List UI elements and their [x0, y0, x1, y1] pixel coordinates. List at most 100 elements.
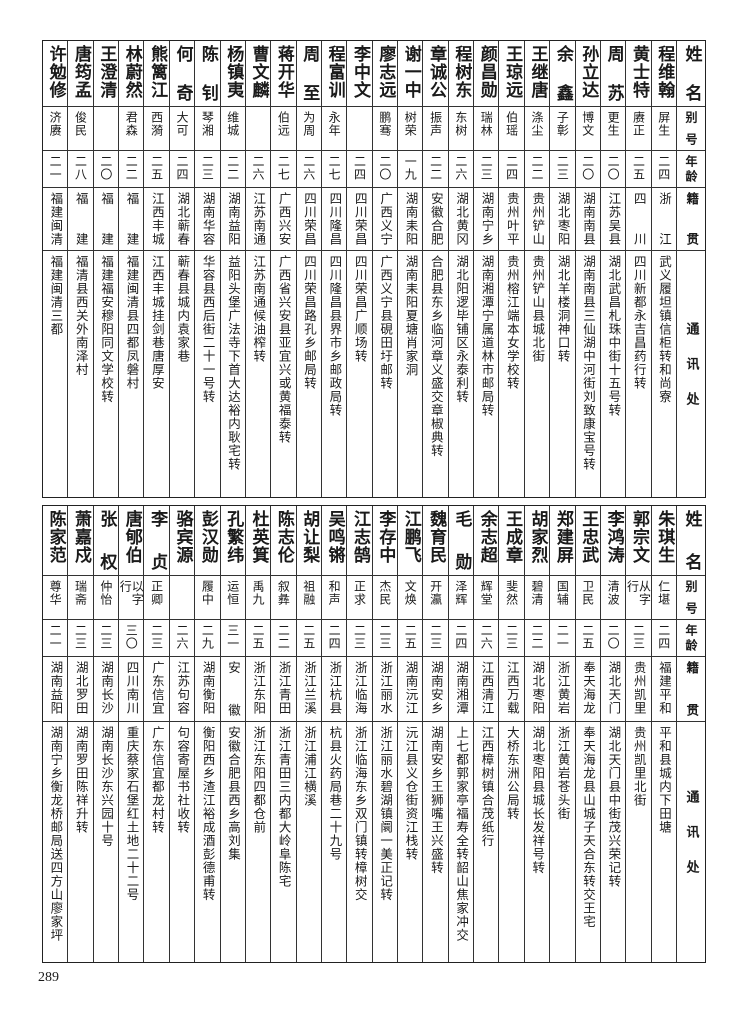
origin-text: 湖北黄冈 — [454, 192, 470, 246]
age-text: 二一 — [555, 624, 570, 650]
alias-text: 叙彝 — [276, 580, 291, 606]
cell-origin: 贵州凯里 — [626, 657, 651, 722]
cell-age: 二五 — [398, 620, 423, 657]
cell-address: 浙江临海东乡双门镇转樟树交 — [347, 722, 371, 962]
cell-address: 益阳头堡广法寺下首大达裕内耿宅转 — [221, 251, 245, 497]
name-text: 陈志伦 — [273, 510, 294, 564]
cell-address: 福建福安穆阳同文学校转 — [94, 251, 118, 497]
cell-address: 武义履坦镇信柜转和尚寮 — [652, 251, 676, 497]
header-label: 姓名 — [681, 45, 702, 102]
cell-origin: 奉天海龙 — [575, 657, 600, 722]
alias-text: 杰民 — [377, 580, 392, 606]
address-text: 江苏南通候油榨转 — [251, 255, 267, 363]
cell-age: 二六 — [245, 151, 271, 188]
age-text: 二三 — [555, 155, 570, 181]
cell-origin: 福建 — [93, 188, 119, 251]
cell-alias: 杰民 — [372, 576, 398, 620]
origin-text: 浙江兰溪 — [302, 661, 318, 715]
header-name: 姓名 — [676, 506, 705, 576]
age-text: 二九 — [200, 624, 215, 650]
name-text: 王琼远 — [502, 45, 523, 99]
header-label: 籍贯 — [684, 192, 700, 246]
cell-origin: 湖南湘潭 — [448, 657, 474, 722]
cell-age: 二四 — [651, 151, 676, 188]
cell-alias: 树荣 — [398, 107, 423, 151]
cell-address: 浙江丽水碧湖镇阛一美正记转 — [373, 722, 397, 962]
cell-address: 四川新都永吉昌药行转 — [626, 251, 650, 497]
cell-age: 三〇 — [119, 620, 144, 657]
cell-origin: 湖南长沙 — [93, 657, 119, 722]
person-record: 何奇 大可 二四 湖北蕲春 蕲春县城内袁家巷 — [168, 41, 195, 497]
address-text: 浙江青田三内都大岭阜陈宅 — [276, 726, 292, 888]
name-text: 余鑫 — [552, 45, 573, 102]
cell-origin: 江西清江 — [474, 657, 499, 722]
cell-address: 江苏南通候油榨转 — [246, 251, 270, 497]
alias-text: 以字行 — [118, 580, 145, 606]
person-record: 周至 为周 二六 四川荣昌 四川荣昌路孔乡邮局转 — [295, 41, 321, 497]
person-record: 李鸿涛 清波 二〇 湖北天门 湖北天门县中街茂兴荣记转 — [599, 506, 626, 962]
person-record: 胡让梨 祖融 二五 浙江兰溪 浙江浦江横溪 — [295, 506, 321, 962]
header-age: 年龄 — [676, 620, 705, 657]
origin-text: 四川荣昌 — [302, 192, 318, 246]
address-text: 重庆蔡家石堡红土地二十二号 — [124, 726, 140, 902]
origin-text: 湖南益阳 — [225, 192, 241, 246]
cell-address: 大桥东洲公局转 — [499, 722, 523, 962]
cell-address: 蕲春县城内袁家巷 — [170, 251, 194, 497]
header-label: 年龄 — [683, 155, 698, 183]
cell-address: 浙江黄岩苍头街 — [550, 722, 574, 962]
cell-alias — [245, 107, 271, 151]
address-text: 福清县西关外南泽村 — [73, 255, 89, 377]
cell-address: 华容县西后街二十一号转 — [195, 251, 219, 497]
cell-address: 浙江东阳四都仓前 — [246, 722, 270, 962]
header-column: 姓名 别号 年龄 籍贯 通讯处 — [675, 506, 705, 962]
cell-name: 孔繁纬 — [220, 506, 245, 576]
cell-origin: 浙江兰溪 — [296, 657, 321, 722]
age-text: 二五 — [301, 624, 316, 650]
name-text: 杜英箕 — [248, 510, 269, 564]
header-label: 别号 — [683, 580, 698, 615]
alias-text: 俊民 — [73, 111, 88, 137]
cell-age: 二五 — [144, 151, 169, 188]
name-text: 王继唐 — [527, 45, 548, 99]
cell-origin: 江西万载 — [499, 657, 524, 722]
cell-origin: 浙江青田 — [271, 657, 296, 722]
address-text: 武义履坦镇信柜转和尚寮 — [657, 255, 673, 404]
cell-age: 二五 — [626, 151, 651, 188]
address-text: 广西义宁县硯田圩邮转 — [378, 255, 394, 390]
cell-age: 二〇 — [575, 151, 600, 188]
age-text: 二四 — [174, 155, 189, 181]
origin-text: 浙江东阳 — [251, 661, 267, 715]
age-text: 二四 — [656, 624, 671, 650]
age-text: 二三 — [200, 155, 215, 181]
cell-age: 二三 — [68, 620, 93, 657]
alias-text: 更生 — [606, 111, 621, 137]
name-text: 廖志远 — [375, 45, 396, 99]
age-text: 二三 — [631, 624, 646, 650]
cell-address: 四川荣昌广顺场转 — [347, 251, 371, 497]
cell-origin: 贵州叶平 — [499, 188, 524, 251]
origin-text: 奉天海龙 — [580, 661, 596, 715]
alias-text: 维城 — [225, 111, 240, 137]
cell-address: 四川隆昌县界市乡邮政局转 — [322, 251, 346, 497]
name-text: 胡让梨 — [299, 510, 320, 564]
cell-name: 王成章 — [499, 506, 524, 576]
age-text: 二四 — [504, 155, 519, 181]
age-text: 二五 — [403, 624, 418, 650]
cell-address: 奉天海龙县山城子天合东转交王宅 — [576, 722, 600, 962]
age-text: 三〇 — [124, 624, 139, 650]
origin-text: 广西兴安 — [276, 192, 292, 246]
cell-name: 李贞 — [144, 506, 169, 576]
age-text: 二三 — [504, 624, 519, 650]
address-text: 湖北天门县中街茂兴荣记转 — [606, 726, 622, 888]
cell-name: 程富训 — [321, 41, 347, 107]
address-text: 广西省兴安县亚宜兴或黄福泰转 — [276, 255, 292, 444]
cell-alias: 清波 — [600, 576, 626, 620]
age-text: 二二 — [530, 624, 544, 650]
person-record: 江志鹄 正求 二三 浙江临海 浙江临海东乡双门镇转樟树交 — [346, 506, 372, 962]
address-text: 湖北武昌札珠中街十五号转 — [606, 255, 622, 417]
alias-text: 伯远 — [276, 111, 291, 137]
cell-name: 陈志伦 — [271, 506, 296, 576]
origin-text: 湖南衡阳 — [200, 661, 216, 715]
alias-text: 碧清 — [530, 580, 544, 606]
alias-text: 正求 — [352, 580, 367, 606]
